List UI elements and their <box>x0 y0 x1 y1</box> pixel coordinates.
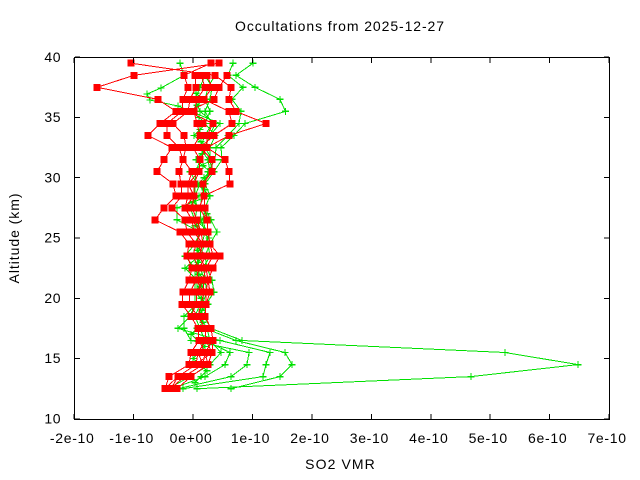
svg-text:15: 15 <box>44 350 61 366</box>
svg-text:40: 40 <box>44 49 61 65</box>
svg-text:25: 25 <box>44 230 61 246</box>
svg-text:35: 35 <box>44 109 61 125</box>
svg-text:2e-10: 2e-10 <box>290 430 329 446</box>
svg-text:-2e-10: -2e-10 <box>50 430 95 446</box>
svg-text:0e+00: 0e+00 <box>170 430 213 446</box>
svg-text:30: 30 <box>44 169 61 185</box>
svg-text:4e-10: 4e-10 <box>409 430 448 446</box>
svg-text:SO2 VMR: SO2 VMR <box>305 456 376 472</box>
svg-text:3e-10: 3e-10 <box>350 430 389 446</box>
svg-text:Occultations from 2025-12-27: Occultations from 2025-12-27 <box>235 18 445 34</box>
svg-text:Altitude (km): Altitude (km) <box>6 193 22 284</box>
svg-text:5e-10: 5e-10 <box>469 430 508 446</box>
svg-text:10: 10 <box>44 411 61 427</box>
svg-text:1e-10: 1e-10 <box>231 430 270 446</box>
svg-text:6e-10: 6e-10 <box>528 430 567 446</box>
svg-text:7e-10: 7e-10 <box>587 430 626 446</box>
svg-text:-1e-10: -1e-10 <box>109 430 154 446</box>
svg-text:20: 20 <box>44 290 61 306</box>
